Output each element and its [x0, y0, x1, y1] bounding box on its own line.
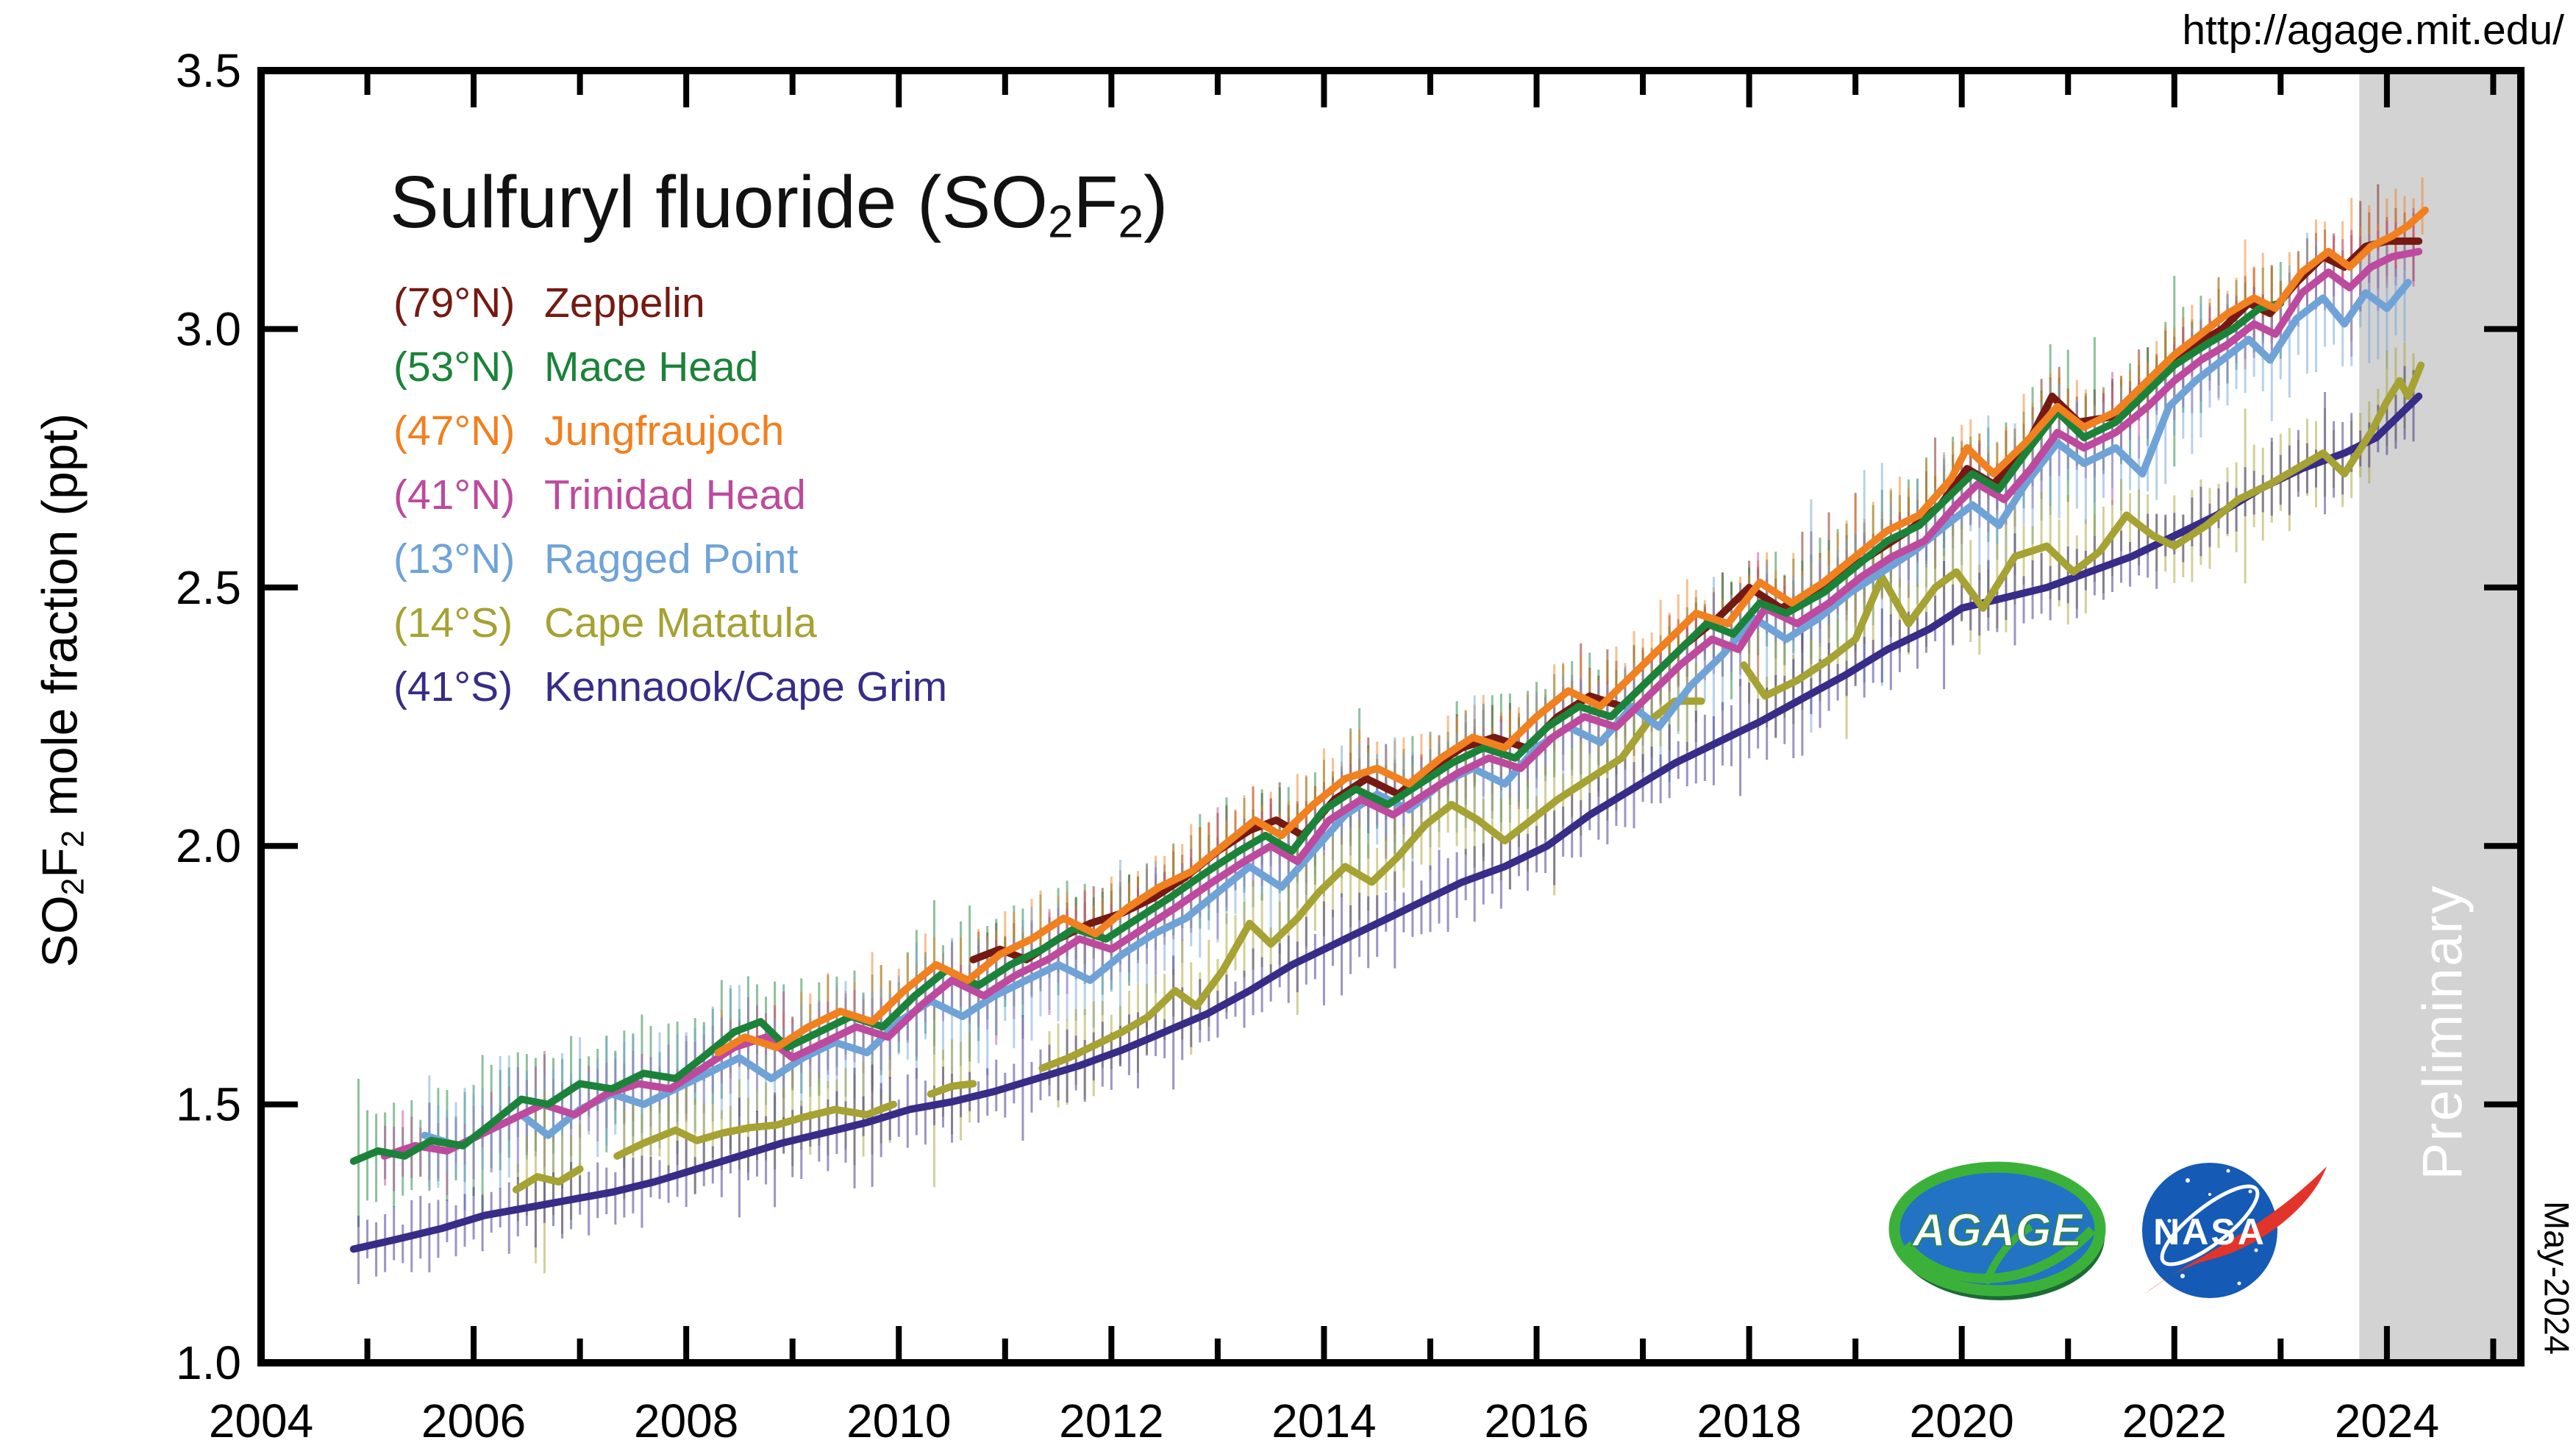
- y-tick-label: 3.0: [176, 302, 241, 355]
- agage-logo: AGAGE: [1888, 1161, 2106, 1300]
- x-tick-label: 2024: [2335, 1394, 2439, 1447]
- x-tick-label: 2010: [846, 1394, 951, 1447]
- nasa-logo-stars: [2167, 1169, 2258, 1286]
- series-line-macehead: [349, 299, 2285, 1165]
- series-line-capematatula: [1740, 361, 2425, 700]
- legend-latitude: (41°N): [393, 471, 515, 518]
- nasa-logo: NASA: [2142, 1163, 2327, 1298]
- y-tick-label: 2.0: [176, 819, 241, 872]
- x-tick-label: 2020: [1910, 1394, 2014, 1447]
- legend-item-ragged-point: (13°N) Ragged Point: [393, 527, 947, 591]
- legend-item-trinidad-head: (41°N) Trinidad Head: [393, 463, 947, 527]
- y-tick-label: 1.5: [176, 1078, 241, 1131]
- legend-item-cape-matatula: (14°S) Cape Matatula: [393, 591, 947, 655]
- axes: 2004 2006 2008 2010 2012 2014 2016 2018 2020 2022…: [176, 44, 2525, 1447]
- x-tick-label: 2016: [1484, 1394, 1588, 1447]
- legend-latitude: (47°N): [393, 407, 515, 455]
- legend-latitude: (14°S): [393, 599, 513, 646]
- legend: (79°N) Zeppelin (53°N) Mace Head (47°N) Jun…: [393, 271, 947, 719]
- legend-item-jungfraujoch: (47°N) Jungfraujoch: [393, 399, 947, 463]
- agage-logo-text: AGAGE: [1910, 1205, 2083, 1256]
- series-line-capematatula: [613, 1100, 897, 1160]
- x-tick-label: 2004: [209, 1394, 313, 1447]
- agage-logo-vine-branch: [1982, 1223, 2033, 1285]
- legend-latitude: (13°N): [393, 535, 515, 582]
- y-tick-label: 3.5: [176, 44, 241, 97]
- legend-station-name: Jungfraujoch: [544, 407, 785, 455]
- trend-lines: [349, 206, 2429, 1253]
- y-tick-label: 2.5: [176, 561, 241, 614]
- legend-station-name: Trinidad Head: [544, 471, 806, 518]
- series-line-capematatula: [1038, 697, 1705, 1072]
- nasa-logo-text: NASA: [2153, 1211, 2266, 1252]
- series-line-capematatula: [927, 1080, 977, 1098]
- legend-item-zeppelin: (79°N) Zeppelin: [393, 271, 947, 335]
- chart-title: Sulfuryl fluoride (SO2F2): [390, 161, 1169, 248]
- x-tick-label: 2012: [1059, 1394, 1163, 1447]
- axis-frame: [257, 67, 2525, 1366]
- x-tick-label: 2022: [2122, 1394, 2227, 1447]
- legend-station-name: Kennaook/Cape Grim: [544, 663, 948, 710]
- series-line-trinidadhead: [380, 248, 2423, 1160]
- legend-station-name: Zeppelin: [544, 279, 705, 327]
- y-tick-label: 1.0: [176, 1336, 241, 1389]
- legend-latitude: (53°N): [393, 343, 515, 391]
- series-line-capegrim: [349, 392, 2423, 1253]
- x-tick-label: 2018: [1696, 1394, 1801, 1447]
- legend-latitude: (79°N): [393, 279, 515, 327]
- series-line-capematatula: [512, 1165, 584, 1194]
- legend-station-name: Ragged Point: [544, 535, 799, 582]
- legend-item-mace-head: (53°N) Mace Head: [393, 335, 947, 399]
- legend-station-name: Mace Head: [544, 343, 759, 391]
- x-tick-label: 2014: [1271, 1394, 1376, 1447]
- x-tick-label: 2006: [421, 1394, 526, 1447]
- series-line-jungfraujoch: [714, 206, 2429, 1057]
- legend-item-kennaook-cape-grim: (41°S) Kennaook/Cape Grim: [393, 655, 947, 719]
- nasa-logo-orbit: [2160, 1184, 2260, 1266]
- x-tick-label: 2008: [634, 1394, 738, 1447]
- legend-station-name: Cape Matatula: [544, 599, 817, 646]
- legend-latitude: (41°S): [393, 663, 513, 710]
- source-url: http://agage.mit.edu/: [2182, 7, 2564, 54]
